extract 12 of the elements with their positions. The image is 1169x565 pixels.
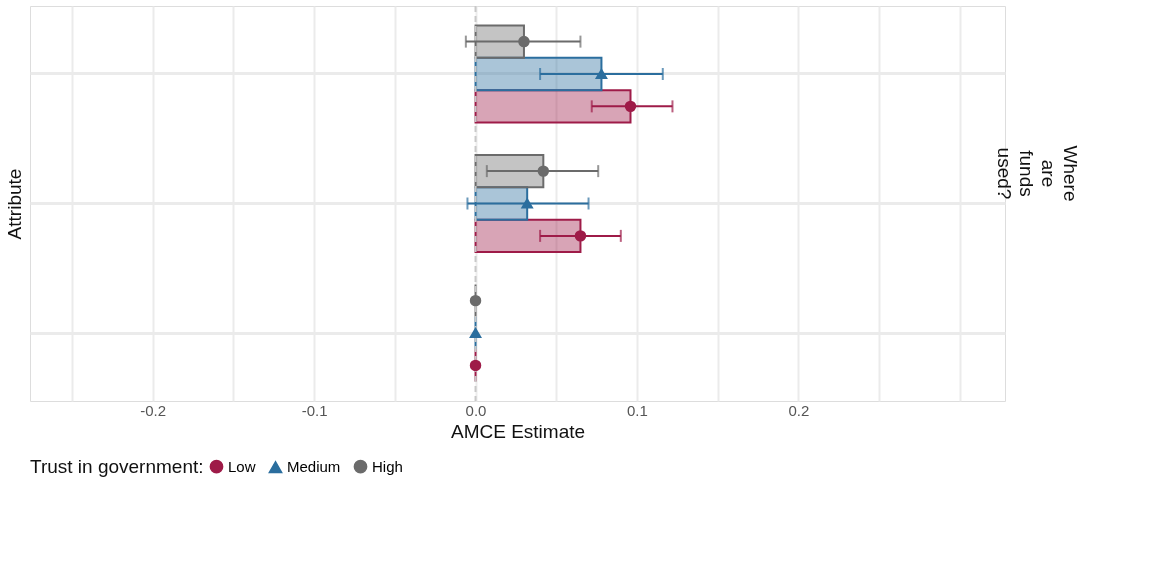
x-tick-label: -0.1 xyxy=(301,401,328,419)
legend-label: Low xyxy=(228,457,256,475)
x-tick-label: 0.0 xyxy=(465,401,487,419)
legend-label: Medium xyxy=(287,458,341,476)
x-axis-title: AMCE Estimate xyxy=(450,420,586,442)
annotation: Where are funds used? xyxy=(994,145,1081,202)
legend-label: High xyxy=(372,457,403,475)
x-tick-label: 0.1 xyxy=(627,401,648,419)
x-tick-label: -0.2 xyxy=(140,401,167,419)
x-tick-label: 0.2 xyxy=(788,401,810,419)
legend-title: Trust in government: xyxy=(30,456,204,477)
y-axis-title: Attribute xyxy=(3,168,25,240)
